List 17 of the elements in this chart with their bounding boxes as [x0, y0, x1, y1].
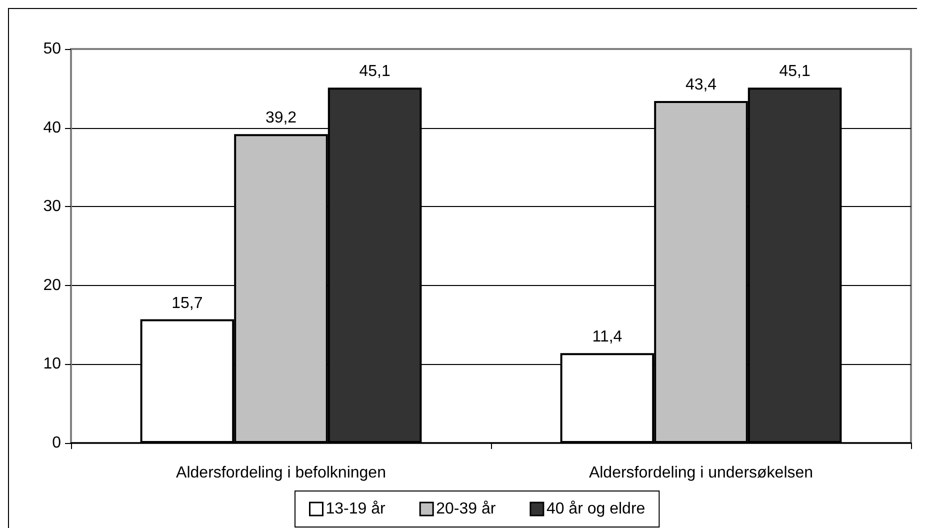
data-label: 45,1 [359, 63, 390, 80]
y-tick-label: 40 [43, 119, 62, 136]
y-tick-label: 30 [43, 198, 62, 216]
data-label: 43,4 [685, 76, 717, 94]
legend-label: 13-19 år [326, 500, 386, 518]
data-label: 45,1 [779, 63, 810, 80]
data-label: 11,4 [592, 328, 622, 346]
y-tick-label: 10 [43, 356, 62, 373]
legend-label: 20-39 år [436, 500, 496, 518]
x-tick-label: Aldersfordeling i befolkningen [176, 464, 386, 482]
y-tick-label: 20 [43, 276, 62, 294]
y-tick-label: 50 [43, 40, 62, 58]
data-label: 15,7 [172, 294, 203, 312]
x-tick-label: Aldersfordeling i undersøkelsen [588, 464, 814, 482]
y-tick-label: 0 [52, 434, 62, 452]
data-label: 39,2 [265, 110, 297, 127]
legend-label: 40 år og eldre [546, 500, 646, 518]
